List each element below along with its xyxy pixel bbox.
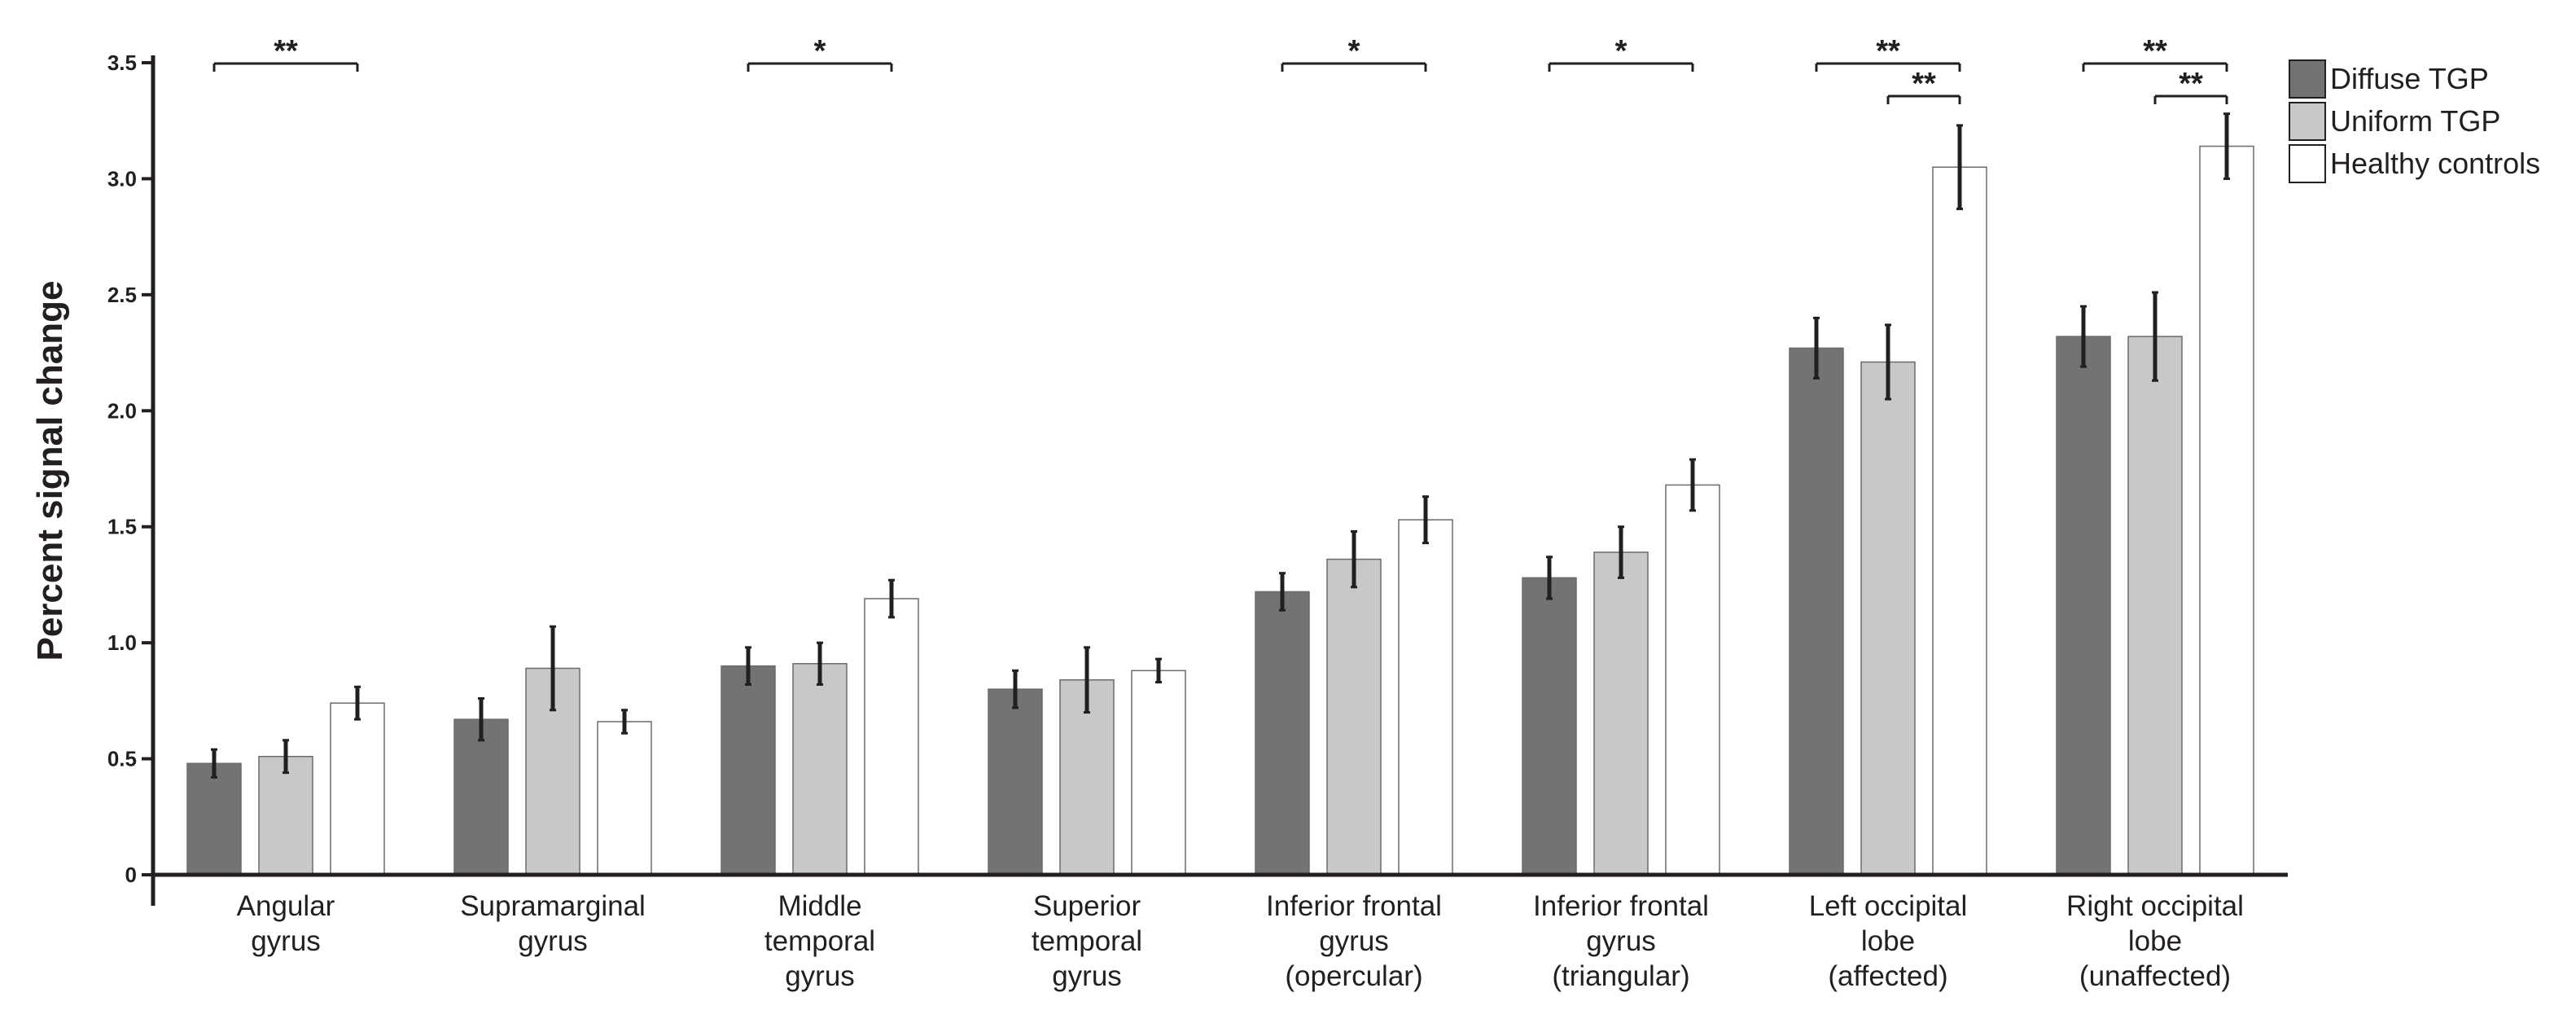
y-ticks-layer: 0 0.5 1.0 1.5 2.0 2.5 3.0 3.5	[107, 50, 153, 887]
y-tick-label: 3.5	[107, 50, 137, 75]
error-bars-layer	[211, 112, 2230, 779]
bar-uniform-tgp	[1593, 551, 1649, 876]
significance-label: *	[1615, 34, 1628, 68]
category-label-line: temporal	[1032, 925, 1142, 957]
bars-layer	[186, 145, 2254, 876]
category-label-line: temporal	[764, 925, 875, 957]
category-label: Middle temporal gyrus	[764, 890, 875, 992]
bar-diffuse-tgp	[1255, 591, 1310, 876]
category-label-line: Supramarginal	[460, 890, 646, 922]
legend-swatch	[2289, 144, 2326, 183]
category-label: Inferior frontal gyrus (triangular)	[1533, 890, 1709, 992]
significance-label: **	[274, 34, 298, 68]
category-label-line: lobe	[1861, 925, 1915, 957]
bar-healthy-controls	[330, 702, 385, 876]
category-label-line: (triangular)	[1552, 960, 1689, 992]
bar-healthy-controls	[1932, 166, 1987, 876]
bar-healthy-controls	[1398, 519, 1453, 876]
legend-label: Uniform TGP	[2330, 104, 2500, 138]
category-label: Angular gyrus	[237, 890, 335, 957]
significance-label: **	[1876, 34, 1900, 68]
bar-diffuse-tgp	[988, 688, 1043, 876]
category-label-line: gyrus	[251, 925, 321, 957]
category-label-line: Inferior frontal	[1266, 890, 1442, 922]
bar-uniform-tgp	[2127, 336, 2183, 876]
bar-diffuse-tgp	[721, 665, 776, 876]
category-label-line: Right occipital	[2066, 890, 2244, 922]
bar-uniform-tgp	[1326, 558, 1382, 876]
bar-diffuse-tgp	[1522, 577, 1577, 876]
category-label-line: (opercular)	[1285, 960, 1422, 992]
category-label-line: Superior	[1033, 890, 1141, 922]
bar-diffuse-tgp	[186, 762, 242, 876]
significance-label: **	[2179, 67, 2203, 101]
legend-label: Diffuse TGP	[2330, 62, 2489, 95]
category-label-line: Angular	[237, 890, 335, 922]
y-tick-label: 1.0	[107, 630, 137, 655]
category-label-line: (unaffected)	[2079, 960, 2231, 992]
y-tick-label: 2.5	[107, 283, 137, 307]
y-tick-label: 0	[125, 863, 137, 887]
bar-uniform-tgp	[1860, 361, 1916, 876]
category-label-line: Left occipital	[1809, 890, 1968, 922]
bar-uniform-tgp	[792, 663, 848, 876]
category-label-line: gyrus	[1319, 925, 1389, 957]
bar-diffuse-tgp	[453, 718, 509, 876]
bar-healthy-controls	[2199, 145, 2254, 876]
category-label-line: gyrus	[785, 960, 855, 992]
category-label: Right occipital lobe (unaffected)	[2066, 890, 2244, 992]
significance-layer: ** * * * ********	[212, 34, 2228, 104]
legend-swatch	[2289, 102, 2326, 141]
bar-healthy-controls	[1131, 670, 1186, 876]
category-label-line: gyrus	[1586, 925, 1656, 957]
legend-swatch	[2289, 59, 2326, 99]
bar-diffuse-tgp	[1789, 347, 1844, 876]
axes-layer: Percent signal change	[30, 55, 2288, 906]
y-tick-label: 1.5	[107, 515, 137, 539]
bar-uniform-tgp	[258, 755, 313, 876]
category-label-line: gyrus	[1052, 960, 1122, 992]
category-label-line: lobe	[2128, 925, 2182, 957]
y-axis-label: Percent signal change	[30, 280, 70, 661]
significance-label: **	[2143, 34, 2167, 68]
legend-label: Healthy controls	[2330, 147, 2540, 180]
category-label: Inferior frontal gyrus (opercular)	[1266, 890, 1442, 992]
significance-label: **	[1912, 67, 1936, 101]
y-tick-label: 2.0	[107, 398, 137, 423]
y-tick-label: 0.5	[107, 747, 137, 771]
category-label-line: gyrus	[518, 925, 588, 957]
category-label: Superior temporal gyrus	[1032, 890, 1142, 992]
category-label-line: Middle	[778, 890, 861, 922]
bar-healthy-controls	[1665, 484, 1720, 876]
category-label-line: (affected)	[1828, 960, 1947, 992]
bar-diffuse-tgp	[2056, 336, 2111, 876]
significance-label: *	[1348, 34, 1360, 68]
significance-label: *	[814, 34, 826, 68]
category-label: Left occipital lobe (affected)	[1809, 890, 1968, 992]
bar-healthy-controls	[864, 598, 919, 876]
category-label: Supramarginal gyrus	[460, 890, 646, 957]
bar-healthy-controls	[597, 721, 652, 876]
category-label-line: Inferior frontal	[1533, 890, 1709, 922]
legend: Diffuse TGP Uniform TGP Healthy controls	[2289, 59, 2540, 183]
y-tick-label: 3.0	[107, 166, 137, 191]
